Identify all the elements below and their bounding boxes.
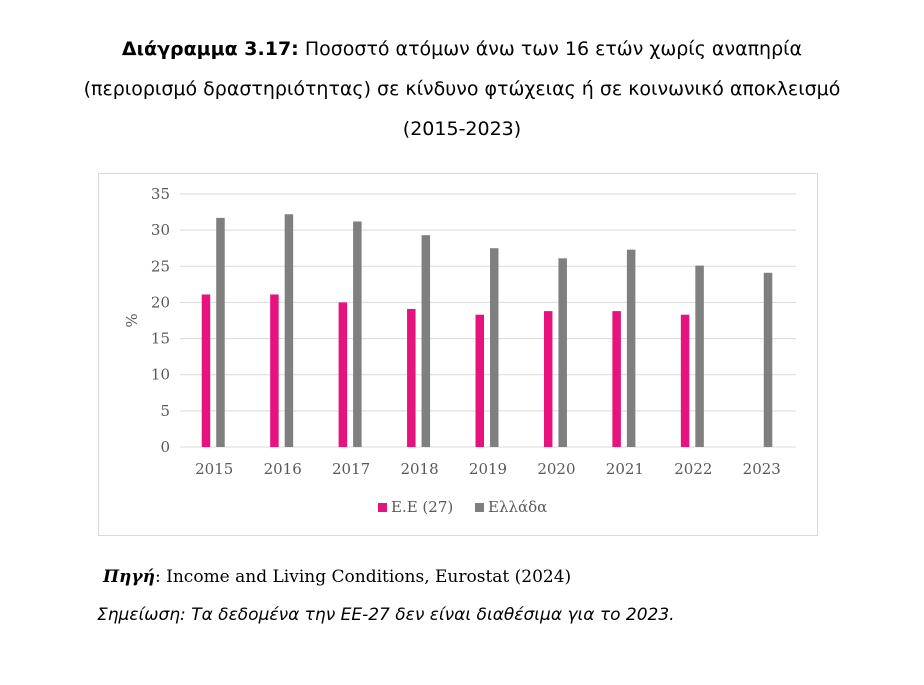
legend-swatch xyxy=(475,503,484,512)
bar-greece xyxy=(626,249,636,447)
y-tick-label: 0 xyxy=(160,438,170,456)
bar-greece xyxy=(216,217,225,447)
y-tick-label: 10 xyxy=(151,366,170,384)
legend-label: Ε.Ε (27) xyxy=(391,498,453,516)
x-tick-label: 2019 xyxy=(469,460,507,478)
source-text: : Income and Living Conditions, Eurostat… xyxy=(155,567,572,587)
bar-eu27 xyxy=(407,308,416,447)
legend-label: Ελλάδα xyxy=(488,498,547,516)
chart-title-text: Ποσοστό ατόμων άνω των 16 ετών χωρίς ανα… xyxy=(298,38,803,60)
bar-greece xyxy=(284,214,294,447)
source-label: Πηγή xyxy=(103,567,156,587)
y-tick-label: 35 xyxy=(151,185,170,203)
x-tick-label: 2017 xyxy=(332,460,370,478)
source-line: Πηγή: Income and Living Conditions, Euro… xyxy=(103,567,571,587)
bar-eu27 xyxy=(612,311,621,447)
bar-eu27 xyxy=(270,294,279,447)
x-tick-label: 2020 xyxy=(537,460,575,478)
chart-title-line-2: (περιορισμό δραστηριότητας) σε κίνδυνο φ… xyxy=(83,78,841,100)
x-tick-label: 2018 xyxy=(400,460,438,478)
bar-eu27 xyxy=(338,302,348,447)
bar-greece xyxy=(353,221,362,447)
x-tick-label: 2021 xyxy=(606,460,644,478)
bar-greece xyxy=(421,235,431,447)
bar-greece xyxy=(558,258,567,447)
x-tick-label: 2023 xyxy=(743,460,781,478)
chart-title-label: Διάγραμμα 3.17: xyxy=(121,38,299,60)
bar-eu27 xyxy=(543,311,553,447)
bar-eu27 xyxy=(680,314,690,447)
y-tick-label: 30 xyxy=(151,221,170,239)
legend-swatch xyxy=(378,503,387,512)
x-tick-label: 2015 xyxy=(195,460,233,478)
y-tick-label: 5 xyxy=(160,402,170,420)
bar-greece xyxy=(695,265,704,447)
x-tick-label: 2022 xyxy=(674,460,712,478)
chart-title-line-3: (2015-2023) xyxy=(402,118,522,140)
chart-title-line-1: Διάγραμμα 3.17: Ποσοστό ατόμων άνω των 1… xyxy=(0,31,924,67)
bar-eu27 xyxy=(201,294,211,447)
y-tick-label: 15 xyxy=(151,330,170,348)
x-tick-label: 2016 xyxy=(264,460,302,478)
y-tick-label: 25 xyxy=(151,257,170,275)
bar-greece xyxy=(763,272,773,447)
bar-greece xyxy=(490,248,499,447)
chart-note: Σημείωση: Τα δεδομένα την ΕΕ-27 δεν είνα… xyxy=(97,605,675,625)
bar-eu27 xyxy=(475,314,484,447)
y-tick-label: 20 xyxy=(151,293,170,311)
y-axis-label: % xyxy=(123,313,141,327)
